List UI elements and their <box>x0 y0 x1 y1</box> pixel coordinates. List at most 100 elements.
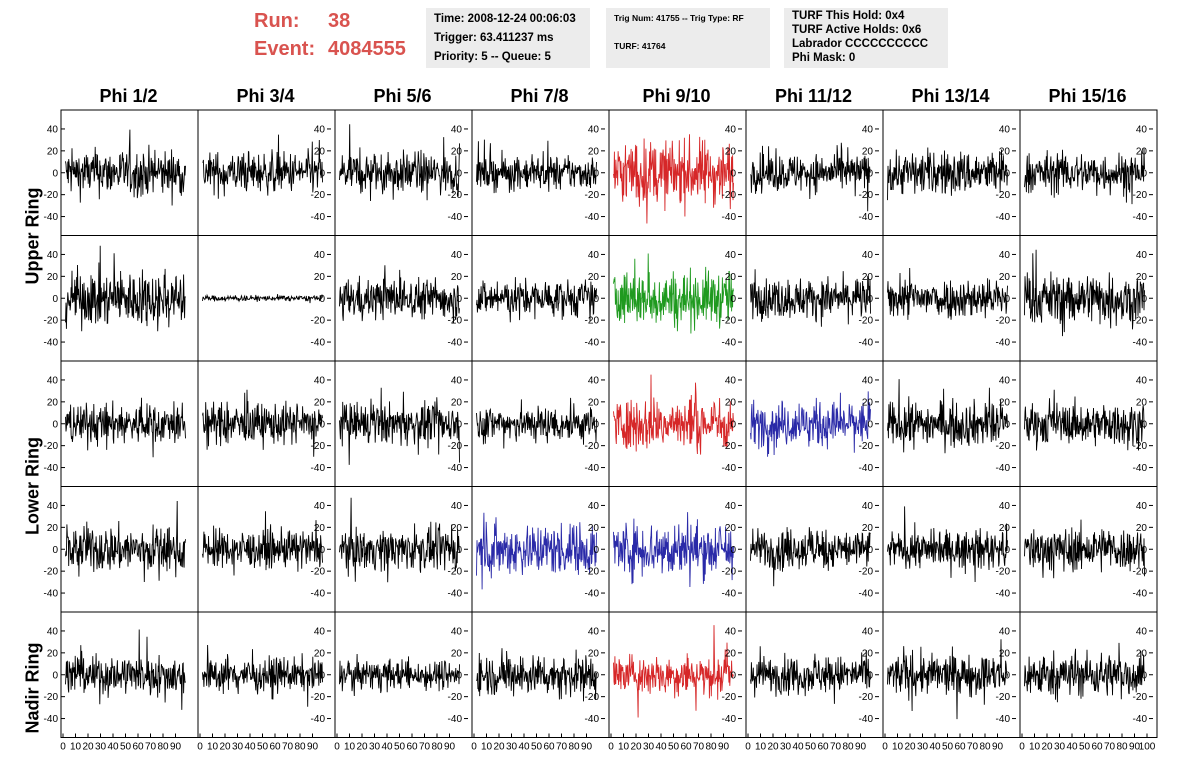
y-tick-label-r2-c4-2: 0 <box>730 419 736 430</box>
x-tick-label-c7-0: 0 <box>1019 742 1025 753</box>
x-tick-label-c7-3: 30 <box>1054 742 1066 753</box>
y-tick-label-r3-c5-0: 40 <box>862 501 874 512</box>
y-tick-label-r2-c0-3: -20 <box>44 441 59 452</box>
x-tick-label-c0-8: 80 <box>157 742 169 753</box>
y-tick-label-r1-c4-4: -40 <box>722 338 737 349</box>
x-tick-label-c6-2: 20 <box>904 742 916 753</box>
x-tick-label-c7-2: 20 <box>1041 742 1053 753</box>
y-tick-label-r2-c3-4: -40 <box>585 463 600 474</box>
column-header-phi-11-12: Phi 11/12 <box>774 86 853 106</box>
y-tick-label-r0-c3-4: -40 <box>585 212 600 223</box>
waveform-r3-c4 <box>613 512 734 588</box>
y-tick-label-r3-c0-3: -20 <box>44 567 59 578</box>
y-tick-label-r1-c7-4: -40 <box>1133 338 1148 349</box>
y-tick-label-r0-c1-2: 0 <box>319 168 325 179</box>
y-tick-label-r2-c4-4: -40 <box>722 463 737 474</box>
y-tick-label-r0-c6-1: 20 <box>999 146 1011 157</box>
waveform-r2-c7 <box>1024 389 1145 451</box>
y-tick-label-r3-c4-0: 40 <box>725 501 737 512</box>
x-tick-label-c2-8: 80 <box>431 742 443 753</box>
x-tick-label-c2-6: 60 <box>406 742 418 753</box>
y-tick-label-r2-c2-2: 0 <box>456 419 462 430</box>
y-tick-label-r3-c3-0: 40 <box>588 501 600 512</box>
y-tick-label-r4-c1-4: -40 <box>311 714 326 725</box>
y-tick-label-r3-c2-2: 0 <box>456 545 462 556</box>
y-tick-label-r0-c5-4: -40 <box>859 212 874 223</box>
x-tick-label-c1-3: 30 <box>232 742 244 753</box>
y-tick-label-r1-c6-3: -20 <box>996 316 1011 327</box>
waveform-r4-c7 <box>1024 642 1145 703</box>
y-tick-label-r1-c0-1: 20 <box>47 272 59 283</box>
y-tick-label-r0-c4-4: -40 <box>722 212 737 223</box>
x-tick-label-c6-7: 70 <box>967 742 979 753</box>
x-tick-label-c1-1: 10 <box>207 742 219 753</box>
y-tick-label-r1-c3-4: -40 <box>585 338 600 349</box>
y-tick-label-r2-c1-2: 0 <box>319 419 325 430</box>
waveform-r1-c6 <box>887 267 1008 320</box>
y-tick-label-r3-c4-1: 20 <box>725 523 737 534</box>
column-header-phi-7-8: Phi 7/8 <box>510 86 569 106</box>
event-value: 4084555 <box>328 38 406 60</box>
run-value: 38 <box>328 10 351 32</box>
y-tick-label-r2-c5-1: 20 <box>862 397 874 408</box>
y-tick-label-r2-c5-2: 0 <box>867 419 873 430</box>
y-tick-label-r0-c1-1: 20 <box>314 146 326 157</box>
x-tick-label-c4-3: 30 <box>643 742 655 753</box>
waveform-r0-c5 <box>750 142 871 212</box>
x-tick-label-c7-8: 80 <box>1116 742 1128 753</box>
y-tick-label-r2-c7-2: 0 <box>1141 419 1147 430</box>
waveform-r1-c3 <box>476 277 597 323</box>
y-tick-label-r2-c0-1: 20 <box>47 397 59 408</box>
x-tick-label-c3-1: 10 <box>481 742 493 753</box>
waveform-r2-c6 <box>887 379 1008 454</box>
y-tick-label-r0-c7-1: 20 <box>1136 146 1148 157</box>
x-tick-label-c2-7: 70 <box>419 742 431 753</box>
y-tick-label-r0-c2-0: 40 <box>451 124 463 135</box>
y-tick-label-r2-c4-0: 40 <box>725 375 737 386</box>
y-tick-label-r1-c1-1: 20 <box>314 272 326 283</box>
x-tick-label-c0-6: 60 <box>132 742 144 753</box>
y-tick-label-r2-c4-1: 20 <box>725 397 737 408</box>
y-tick-label-r4-c3-0: 40 <box>588 626 600 637</box>
x-tick-label-c2-5: 50 <box>394 742 406 753</box>
waveform-r0-c0 <box>65 129 186 206</box>
y-tick-label-r2-c2-1: 20 <box>451 397 463 408</box>
y-tick-label-r2-c5-4: -40 <box>859 463 874 474</box>
x-tick-label-c6-8: 80 <box>979 742 991 753</box>
y-tick-label-r1-c1-3: -20 <box>311 316 326 327</box>
waveform-r3-c2 <box>339 497 460 583</box>
y-tick-label-r0-c7-0: 40 <box>1136 124 1148 135</box>
waveform-r4-c0 <box>65 629 186 710</box>
x-tick-label-c2-3: 30 <box>369 742 381 753</box>
x-tick-label-c1-7: 70 <box>282 742 294 753</box>
waveform-r3-c0 <box>65 500 186 583</box>
y-tick-label-r2-c1-4: -40 <box>311 463 326 474</box>
y-tick-label-r1-c7-0: 40 <box>1136 250 1148 261</box>
waveform-r0-c4 <box>613 134 734 224</box>
y-tick-label-r2-c7-3: -20 <box>1133 441 1148 452</box>
x-tick-label-c4-0: 0 <box>608 742 614 753</box>
y-tick-label-r1-c0-0: 40 <box>47 250 59 261</box>
y-tick-label-r1-c6-1: 20 <box>999 272 1011 283</box>
y-tick-label-r4-c4-4: -40 <box>722 714 737 725</box>
y-tick-label-r3-c7-3: -20 <box>1133 567 1148 578</box>
y-tick-label-r0-c5-3: -20 <box>859 190 874 201</box>
y-tick-label-r1-c3-1: 20 <box>588 272 600 283</box>
waveform-r2-c3 <box>476 397 597 449</box>
x-tick-label-c4-2: 20 <box>630 742 642 753</box>
waveform-r4-c3 <box>476 648 597 702</box>
x-tick-label-c6-4: 40 <box>929 742 941 753</box>
y-tick-label-r4-c5-2: 0 <box>867 670 873 681</box>
y-tick-label-r1-c6-0: 40 <box>999 250 1011 261</box>
y-tick-label-r1-c5-2: 0 <box>867 294 873 305</box>
x-tick-label-c1-4: 40 <box>244 742 256 753</box>
waveform-r0-c7 <box>1024 148 1145 205</box>
column-header-phi-9-10: Phi 9/10 <box>642 86 711 106</box>
y-tick-label-r0-c7-3: -20 <box>1133 190 1148 201</box>
x-tick-label-c5-9: 90 <box>855 742 867 753</box>
x-tick-label-c4-7: 70 <box>693 742 705 753</box>
y-tick-label-r1-c1-2: 0 <box>319 294 325 305</box>
x-tick-label-c4-5: 50 <box>668 742 680 753</box>
x-tick-label-c6-5: 50 <box>942 742 954 753</box>
time-info-box: Time: 2008-12-24 00:06:03 Trigger: 63.41… <box>426 8 590 68</box>
